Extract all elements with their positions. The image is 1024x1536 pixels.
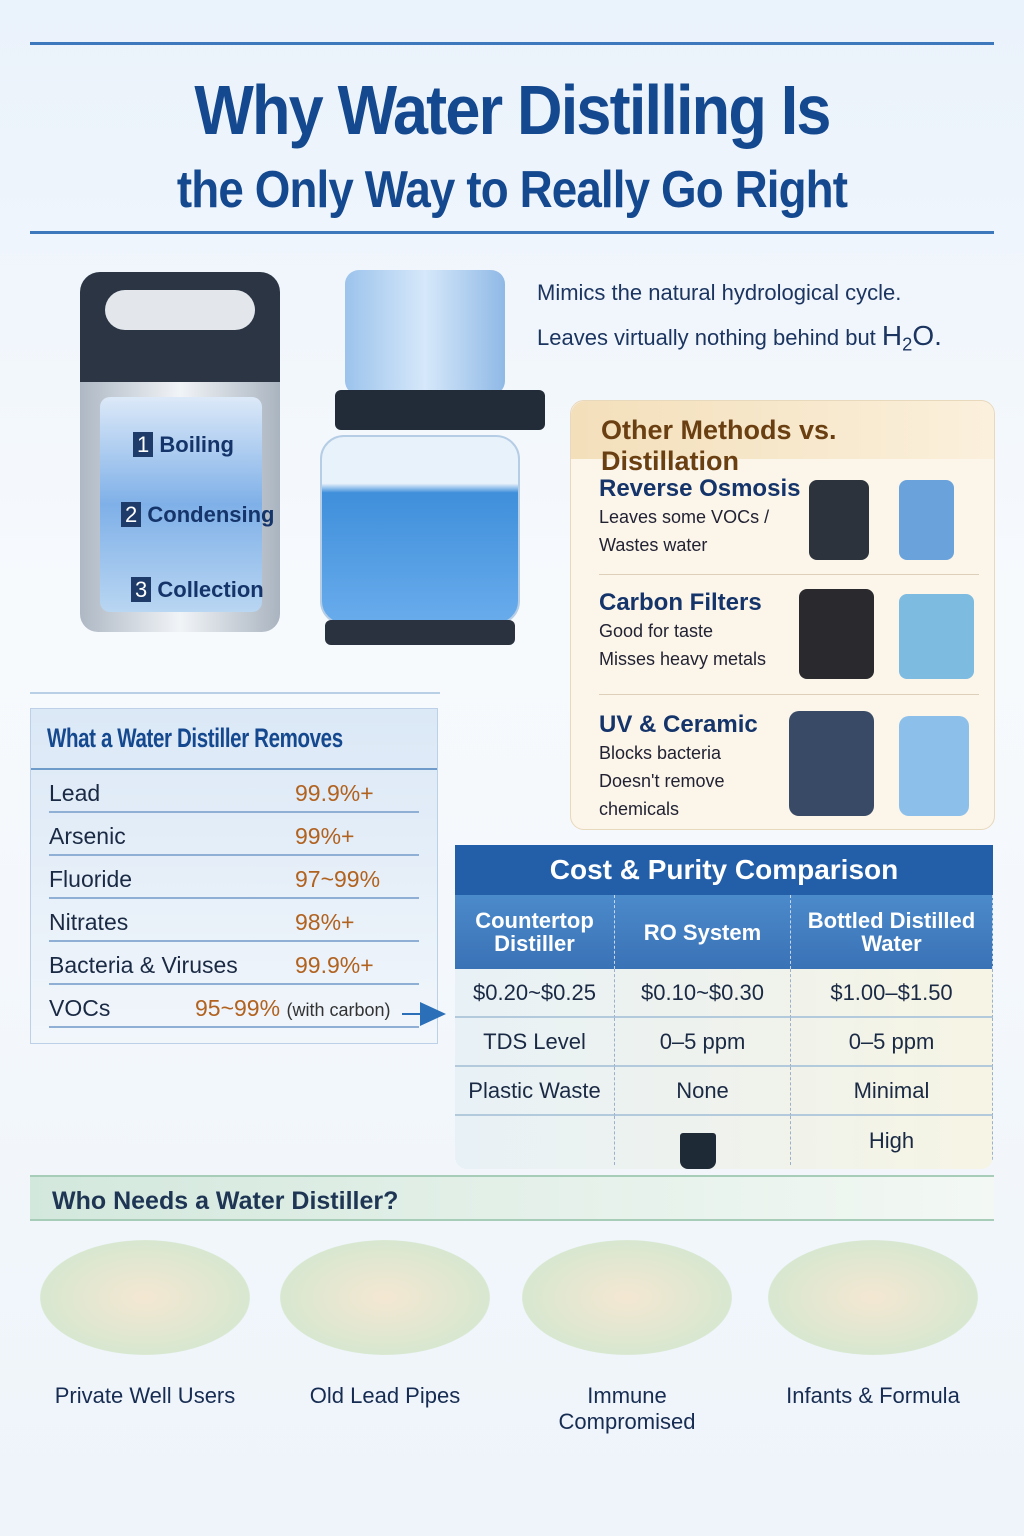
contaminant-name: Lead [49,780,101,806]
removes-title: What a Water Distiller Removes [31,709,437,770]
intro-line-1: Mimics the natural hydrological cycle. [537,280,902,305]
uv-filter-icon [779,711,969,816]
removal-rate: 99%+ [295,823,355,849]
contaminant-name: VOCs [49,995,111,1021]
other-methods-panel: Other Methods vs. Distillation Reverse O… [570,400,995,830]
removes-row: Bacteria & Viruses 99.9%+ [49,942,419,985]
contaminant-name: Bacteria & Viruses [49,952,238,978]
who-needs-title: Who Needs a Water Distiller? [30,1175,994,1221]
column-header: Bottled Distilled Water [791,895,993,969]
who-item-label: Infants & Formula [786,1383,960,1408]
column-header: Countertop Distiller [455,895,615,969]
removes-row: VOCs 95~99% (with carbon) [49,985,419,1028]
arrow-line [402,1013,422,1015]
contaminant-name: Arsenic [49,823,126,849]
divider [30,231,994,234]
table-cell: TDS Level [455,1018,615,1067]
who-item-label: Private Well Users [54,1383,236,1408]
table-cell [455,1116,615,1165]
removal-rate: 99.9%+ [295,780,374,806]
cup-icon [680,1133,716,1169]
table-cell: $0.20~$0.25 [455,969,615,1018]
method-reverse-osmosis: Reverse Osmosis Leaves some VOCs / Wastes… [599,475,979,575]
table-cell: $1.00–$1.50 [791,969,993,1018]
cost-comparison-table: Cost & Purity Comparison Countertop Dist… [455,845,993,1169]
page-subtitle: the Only Way to Really Go Right [176,161,848,219]
step-collection: 3 Collection [131,577,264,603]
removes-row: Lead 99.9%+ [49,770,419,813]
table-cell [615,1116,791,1165]
collection-jar-illustration [320,270,545,650]
contaminant-name: Fluoride [49,866,133,892]
who-item: Old Lead Pipes [280,1240,490,1409]
table-cell: High [791,1116,993,1165]
table-cell: Plastic Waste [455,1067,615,1116]
removes-row: Nitrates 98%+ [49,899,419,942]
who-item: Immune Compromised [522,1240,732,1435]
divider [30,42,994,45]
shield-icon [522,1240,732,1355]
method-uv-ceramic: UV & Ceramic Blocks bacteria Doesn't remo… [599,711,979,826]
removes-row: Arsenic 99%+ [49,813,419,856]
pipes-icon [280,1240,490,1355]
table-cell: $0.10~$0.30 [615,969,791,1018]
ro-filter-icon [779,475,969,565]
who-item: Private Well Users [40,1240,250,1409]
table-cell: Minimal [791,1067,993,1116]
intro-line-2: Leaves virtually nothing behind but H2O. [537,320,942,355]
removes-table: What a Water Distiller Removes Lead 99.9%… [30,708,438,1044]
distiller-illustration [80,272,280,652]
well-icon [40,1240,250,1355]
step-condensing: 2 Condensing [121,502,274,528]
column-header: RO System [615,895,791,969]
removal-rate: 98%+ [295,909,355,935]
page-title: Why Water Distilling Is [194,71,831,149]
table-cell: 0–5 ppm [791,1018,993,1067]
who-item-label: Old Lead Pipes [309,1383,461,1408]
table-cell: 0–5 ppm [615,1018,791,1067]
other-methods-title: Other Methods vs. Distillation [571,401,994,476]
arrow-right-icon [420,1002,446,1026]
carbon-filter-icon [779,589,974,679]
method-carbon-filters: Carbon Filters Good for taste Misses heav… [599,589,979,695]
divider [30,692,440,694]
removal-rate: 95~99% (with carbon) [195,995,391,1021]
baby-icon [768,1240,978,1355]
step-boiling: 1 Boiling [133,432,234,458]
who-item: Infants & Formula [768,1240,978,1409]
cloud-icon [105,290,255,330]
who-item-label: Immune Compromised [558,1383,696,1434]
cost-title: Cost & Purity Comparison [455,845,993,895]
contaminant-name: Nitrates [49,909,129,935]
table-cell: None [615,1067,791,1116]
removal-rate: 97~99% [295,866,381,892]
removes-row: Fluoride 97~99% [49,856,419,899]
removal-rate: 99.9%+ [295,952,374,978]
